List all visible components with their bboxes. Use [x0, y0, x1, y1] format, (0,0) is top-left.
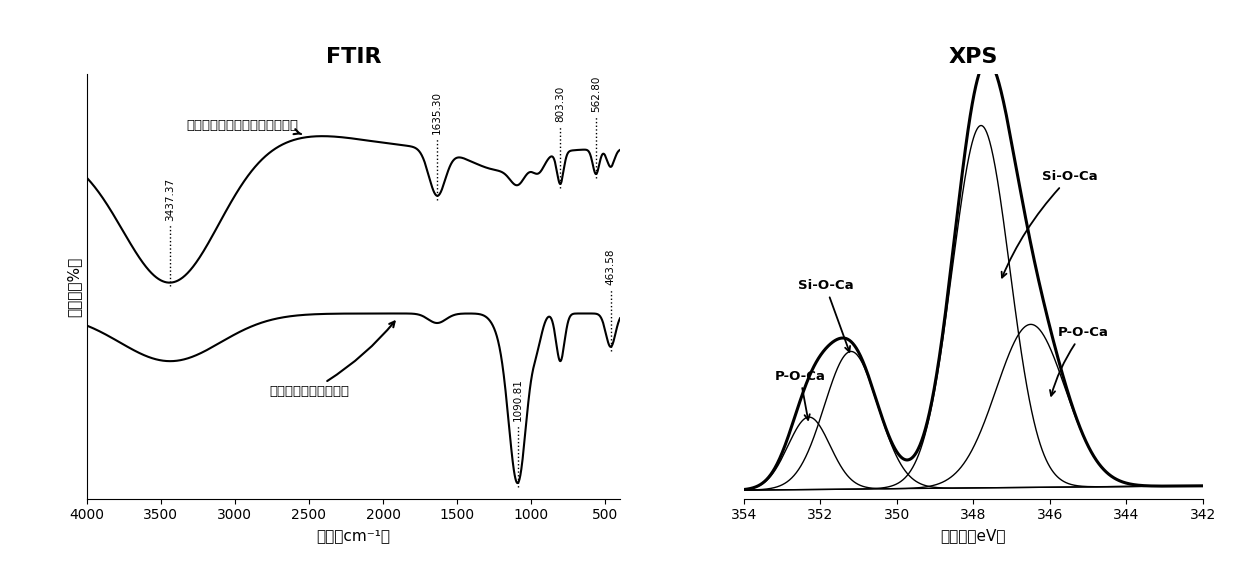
Text: 单一介孔纳米二氧化硅: 单一介孔纳米二氧化硅	[269, 321, 394, 398]
X-axis label: 结合能（eV）: 结合能（eV）	[941, 528, 1006, 543]
Text: 1635.30: 1635.30	[432, 91, 441, 134]
Text: 3437.37: 3437.37	[165, 178, 175, 221]
Text: 562.80: 562.80	[591, 76, 601, 112]
Title: XPS: XPS	[949, 48, 998, 68]
Text: 掺杂磷酸钙的介孔纳米二氧化硅: 掺杂磷酸钙的介孔纳米二氧化硅	[186, 119, 301, 134]
Text: Si-O-Ca: Si-O-Ca	[1002, 170, 1097, 277]
X-axis label: 波长（cm⁻¹）: 波长（cm⁻¹）	[316, 528, 391, 543]
Text: 463.58: 463.58	[605, 249, 615, 285]
Text: 1090.81: 1090.81	[512, 379, 523, 421]
Text: P-O-Ca: P-O-Ca	[775, 370, 826, 420]
Y-axis label: 透过率（%）: 透过率（%）	[66, 256, 82, 317]
Text: Si-O-Ca: Si-O-Ca	[797, 279, 853, 352]
Title: FTIR: FTIR	[326, 48, 381, 68]
Text: P-O-Ca: P-O-Ca	[1050, 326, 1109, 396]
Text: 803.30: 803.30	[556, 86, 565, 122]
